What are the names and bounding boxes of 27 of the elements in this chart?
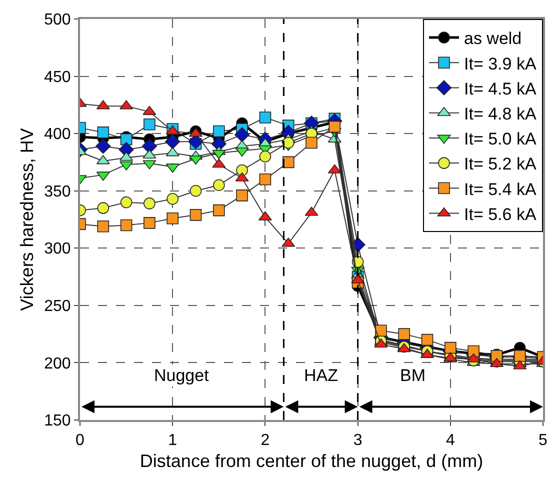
y-tick-label: 400 — [44, 126, 71, 144]
x-tick-label: 5 — [538, 432, 548, 450]
annotation: BM — [400, 366, 426, 385]
y-tick-label: 250 — [44, 298, 71, 316]
y-tick-label: 500 — [44, 12, 71, 29]
x-tick-label: 2 — [260, 432, 270, 450]
legend-label: It= 5.2 kA — [464, 154, 537, 174]
x-axis-title: Distance from center of the nugget, d (mm) — [140, 450, 484, 471]
y-tick-label: 450 — [44, 68, 71, 86]
y-tick-label: 150 — [44, 412, 71, 430]
legend-label: It= 4.8 kA — [464, 104, 537, 124]
y-axis-title: Vickers haredness, HV — [16, 128, 37, 311]
annotation: HAZ — [304, 366, 338, 385]
legend-label: It= 5.0 kA — [464, 130, 537, 149]
legend-label: It= 5.4 kA — [464, 180, 537, 199]
legend-label: as weld — [464, 29, 522, 48]
x-tick-label: 1 — [168, 432, 178, 450]
y-tick-label: 300 — [44, 240, 71, 258]
x-tick-label: 3 — [353, 432, 362, 450]
y-tick-label: 350 — [44, 183, 71, 200]
legend-label: It= 4.5 kA — [464, 79, 537, 98]
annotation: Nugget — [154, 366, 210, 385]
legend-label: It= 3.9 kA — [464, 54, 537, 74]
y-tick-label: 200 — [44, 355, 71, 372]
x-tick-label: 0 — [76, 432, 85, 450]
legend-label: It= 5.6 kA — [464, 204, 537, 224]
x-tick-label: 4 — [446, 432, 455, 450]
